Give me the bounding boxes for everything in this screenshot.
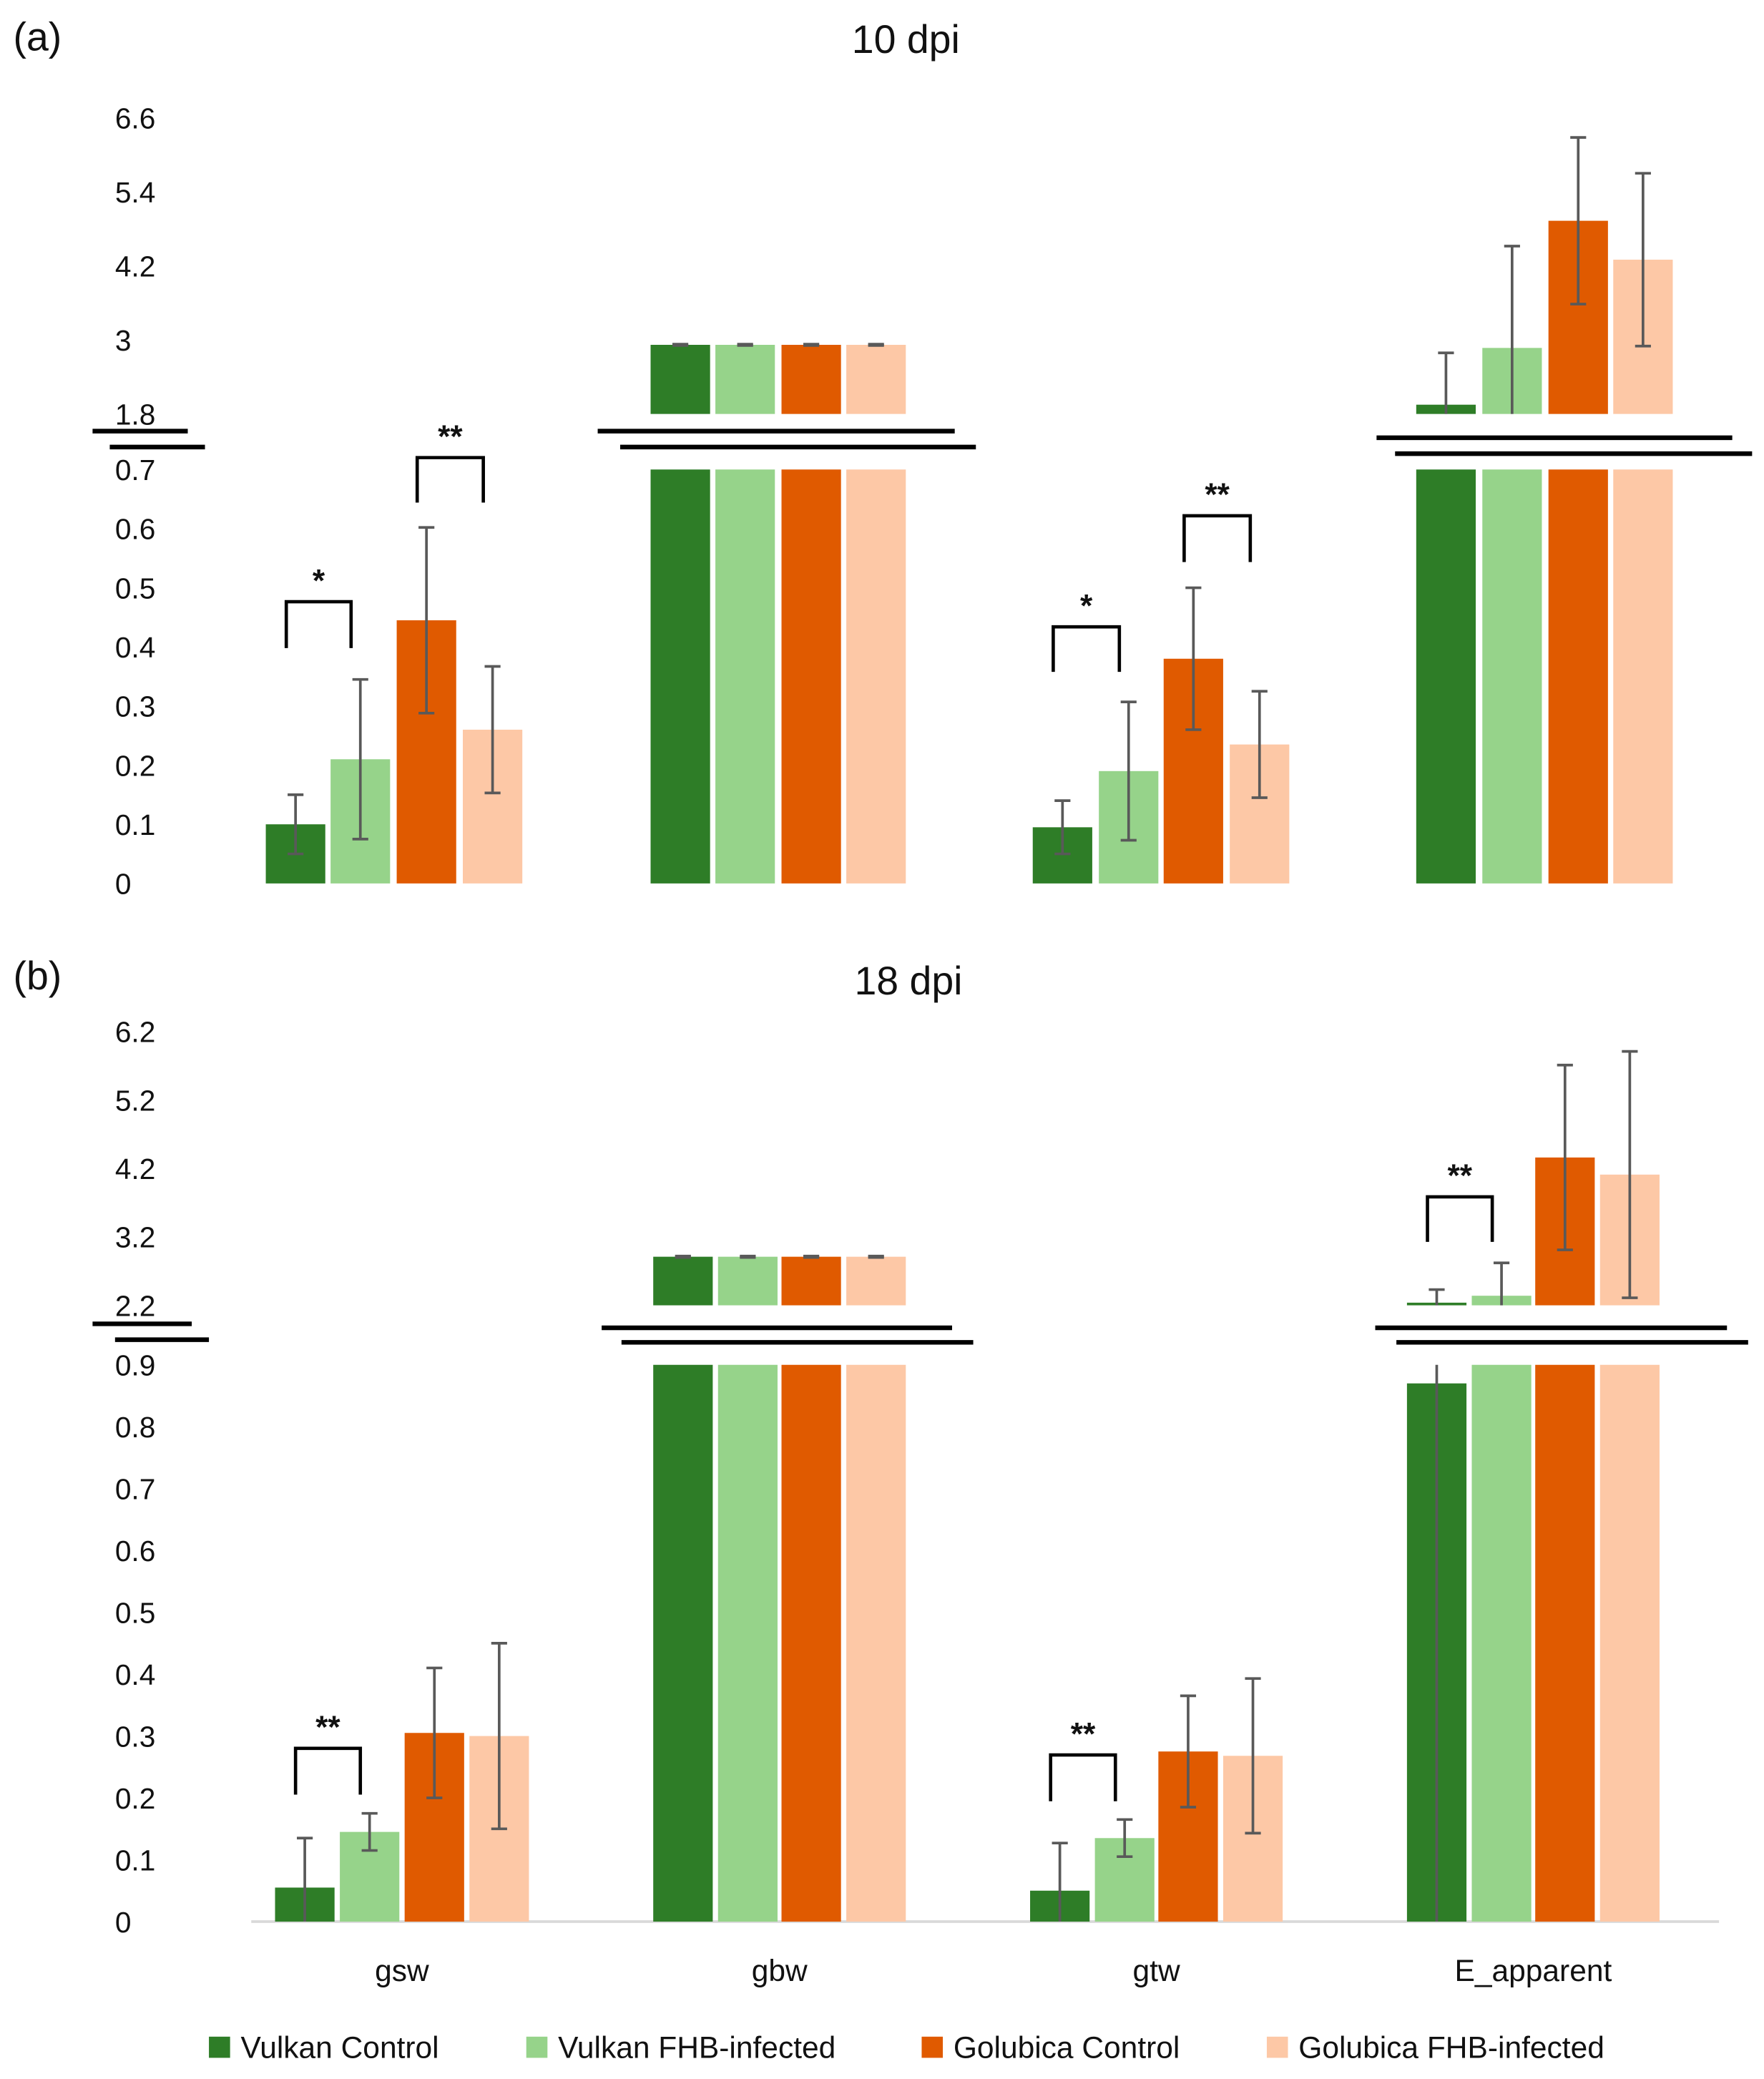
legend-swatch [921, 2036, 944, 2058]
significance-label: * [313, 563, 325, 598]
bar-lower [717, 1364, 778, 1922]
y-tick-label: 0.2 [115, 1782, 156, 1815]
bar-upper [717, 1256, 778, 1306]
significance-label: ** [1205, 477, 1230, 512]
legend-label: Golubica Control [954, 2031, 1180, 2065]
y-tick-label: 6.2 [115, 1016, 156, 1049]
bar-upper [653, 1256, 713, 1306]
bar-lower [715, 469, 775, 884]
y-tick-label: 0.9 [115, 1349, 156, 1382]
y-tick-label: 0.5 [115, 572, 156, 605]
significance-bracket [1052, 625, 1122, 672]
legend-item: Vulkan FHB-infected [526, 2031, 836, 2065]
significance-bracket [293, 1746, 363, 1795]
panel-b-label: (b) [13, 954, 62, 998]
y-tick-label: 0 [115, 868, 132, 901]
bar-upper [846, 1256, 906, 1306]
significance-bracket [415, 456, 485, 503]
bar-lower [781, 1364, 841, 1922]
bar-lower [650, 469, 710, 884]
panel-b-title: 18 dpi [854, 959, 962, 1003]
y-tick-label: 0.3 [115, 1720, 156, 1753]
y-tick-label: 0.6 [115, 1535, 156, 1567]
significance-label: ** [1071, 1716, 1096, 1751]
y-tick-label: 6.6 [115, 102, 156, 134]
bar-lower [1535, 1364, 1595, 1922]
y-tick-label: 1.8 [115, 398, 156, 431]
bar-upper [715, 345, 775, 414]
y-tick-label: 0.4 [115, 1658, 156, 1691]
x-category-label: gtw [1133, 1955, 1180, 1988]
legend-item: Golubica FHB-infected [1266, 2031, 1604, 2065]
significance-label: ** [1448, 1158, 1473, 1193]
panel-a-label: (a) [13, 14, 62, 59]
panel-a-title: 10 dpi [852, 17, 960, 62]
legend-swatch [526, 2036, 548, 2058]
bar-lower [781, 469, 841, 884]
y-tick-label: 0.5 [115, 1596, 156, 1629]
significance-bracket [1426, 1195, 1494, 1242]
significance-label: ** [438, 419, 463, 454]
y-tick-label: 2.2 [115, 1289, 156, 1322]
y-tick-label: 0.4 [115, 631, 156, 664]
y-tick-label: 0.8 [115, 1411, 156, 1444]
y-tick-label: 3 [115, 324, 132, 357]
y-tick-label: 4.2 [115, 1153, 156, 1185]
bar-lower [653, 1364, 713, 1922]
legend-swatch [1266, 2036, 1288, 2058]
bar-upper [650, 345, 710, 414]
significance-bracket [1182, 514, 1253, 562]
significance-label: ** [315, 1710, 340, 1745]
legend-label: Vulkan FHB-infected [558, 2031, 836, 2065]
significance-label: * [1080, 588, 1093, 623]
significance-bracket [284, 600, 353, 648]
y-tick-label: 3.2 [115, 1221, 156, 1254]
bar-lower [1613, 469, 1673, 884]
bar-lower [1416, 469, 1476, 884]
panel-a: 00.10.20.30.40.50.60.71.834.25.46.6*****… [92, 102, 1753, 901]
bar-lower [1599, 1364, 1660, 1922]
bar-lower [846, 1364, 906, 1922]
y-tick-label: 5.4 [115, 176, 156, 209]
y-tick-label: 0.3 [115, 690, 156, 723]
panel-b: 0 0.1 0.2 0.3 0.4 0.5 0.6 0.7 0.8 0.9 2.2 3.2 4.2 5.2… [92, 1016, 1748, 1939]
y-tick-label: 0.6 [115, 513, 156, 546]
x-category-label: gsw [375, 1955, 429, 1988]
significance-bracket [1049, 1753, 1117, 1801]
legend-label: Golubica FHB-infected [1298, 2031, 1604, 2065]
y-tick-label: 0 [115, 1906, 132, 1939]
bar-lower [846, 469, 906, 884]
x-category-label: E_apparent [1455, 1955, 1612, 1988]
legend-item: Golubica Control [921, 2031, 1180, 2065]
x-category-label: gbw [752, 1955, 808, 1988]
bar-lower [1548, 469, 1608, 884]
y-tick-label: 0.1 [115, 808, 156, 841]
bar-upper [846, 345, 906, 414]
y-tick-label: 0.2 [115, 749, 156, 782]
y-tick-label: 0.7 [115, 454, 156, 486]
bar-upper [781, 345, 841, 414]
legend-label: Vulkan Control [240, 2031, 438, 2065]
legend-swatch [209, 2036, 230, 2058]
legend-item: Vulkan Control [209, 2031, 439, 2065]
bar-lower [1471, 1364, 1532, 1922]
bar-upper [781, 1256, 841, 1306]
bar-lower [1482, 469, 1542, 884]
y-tick-label: 0.1 [115, 1844, 156, 1877]
y-tick-label: 5.2 [115, 1084, 156, 1117]
y-tick-label: 0.7 [115, 1472, 156, 1505]
y-tick-label: 4.2 [115, 250, 156, 283]
